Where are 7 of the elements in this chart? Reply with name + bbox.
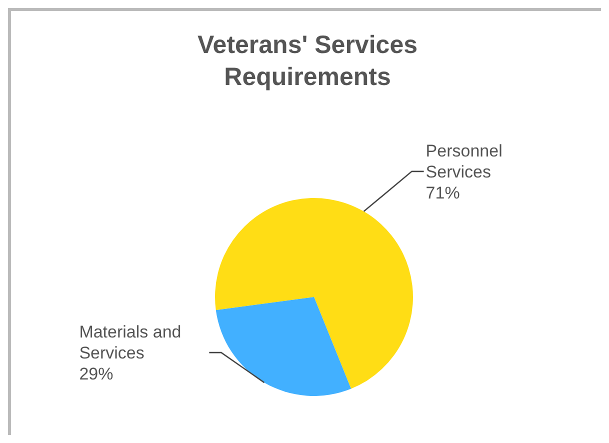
data-label: 29% xyxy=(79,364,114,384)
data-label: 71% xyxy=(426,183,460,202)
chart-title: Veterans' Services Requirements xyxy=(196,30,418,93)
pie-slice xyxy=(216,297,352,396)
pie-slice xyxy=(215,198,413,389)
slice-label: Materials and Services xyxy=(79,322,182,363)
slice-label: Personnel Services xyxy=(426,141,502,182)
